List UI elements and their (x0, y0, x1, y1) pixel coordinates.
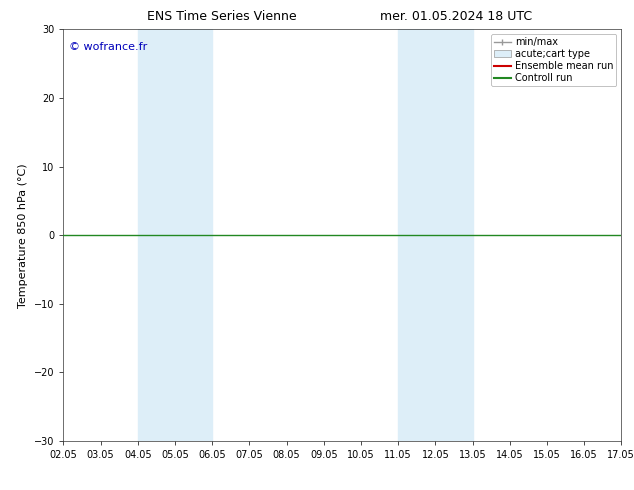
Bar (398, 29, 472, 441)
Text: ENS Time Series Vienne: ENS Time Series Vienne (147, 10, 297, 23)
Y-axis label: Temperature 850 hPa (°C): Temperature 850 hPa (°C) (18, 163, 29, 308)
Bar (138, 29, 212, 441)
Text: © wofrance.fr: © wofrance.fr (69, 42, 147, 52)
Text: mer. 01.05.2024 18 UTC: mer. 01.05.2024 18 UTC (380, 10, 533, 23)
Legend: min/max, acute;cart type, Ensemble mean run, Controll run: min/max, acute;cart type, Ensemble mean … (491, 34, 616, 86)
